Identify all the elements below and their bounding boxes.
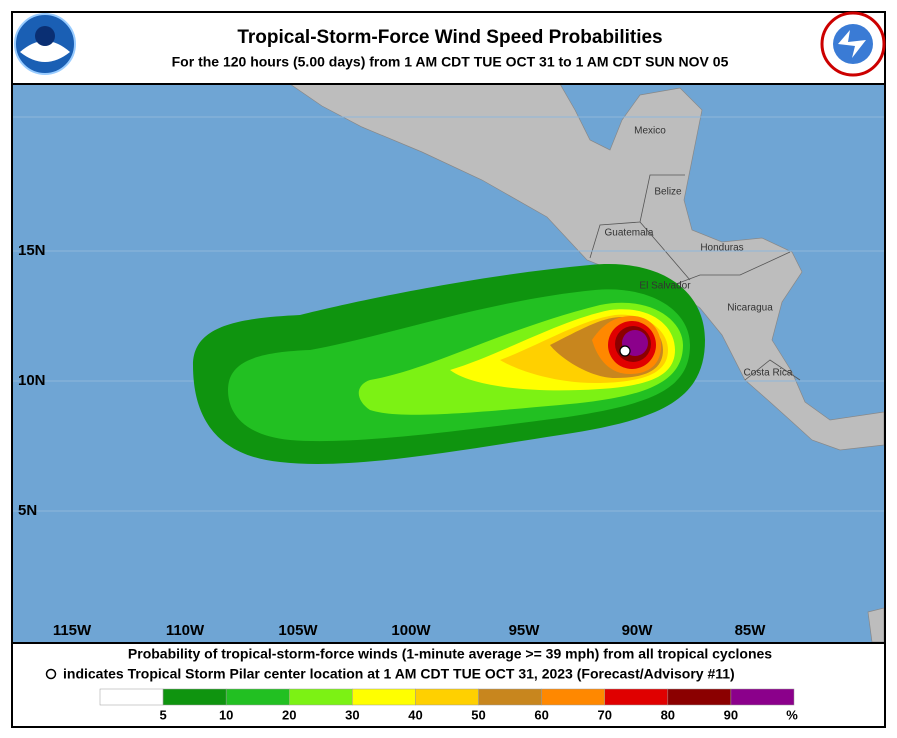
legend: 5 10 20 30 40 50 60 70 80 90% [99,688,798,722]
subtitle: For the 120 hours (5.00 days) from 1 AM … [172,54,729,70]
legend-swatch [415,688,479,706]
legend-label: 20 [282,707,296,722]
legend-label: 60 [534,707,548,722]
legend-swatch [162,688,227,706]
legend-swatch [730,688,795,706]
noaa-logo [14,13,76,75]
place-label: Belize [654,187,682,198]
place-label: El Salvador [639,281,691,292]
footer-line: indicates Tropical Storm Pilar center lo… [63,666,735,682]
legend-swatch [541,688,605,706]
storm-center [619,345,631,357]
legend-swatch [352,688,416,706]
footer-line: Probability of tropical-storm-force wind… [128,646,772,662]
title: Tropical-Storm-Force Wind Speed Probabil… [237,27,662,48]
legend-label: 90 [724,707,738,722]
place-label: Honduras [700,243,743,254]
map: Mexico Belize Guatemala Honduras El Salvador… [13,84,884,642]
lon-label: 95W [509,622,541,639]
legend-unit: % [786,707,798,722]
lon-label: 115W [53,622,92,639]
lon-label: 105W [278,622,318,639]
lon-label: 85W [735,622,767,639]
nws-logo [820,11,886,77]
place-label: Mexico [634,126,666,137]
lat-label: 10N [18,372,46,389]
center-symbol [45,668,57,680]
legend-label: 70 [597,707,611,722]
place-label: Nicaragua [727,303,773,314]
probability-contours [193,264,705,464]
legend-swatch [478,688,542,706]
legend-swatch [289,688,353,706]
borders [589,174,801,381]
lat-label: 5N [18,502,37,519]
legend-swatch [225,688,290,706]
legend-swatch [667,688,732,706]
place-label: Costa Rica [744,368,793,379]
lon-label: 110W [166,622,205,639]
legend-label: 50 [471,707,485,722]
legend-label: 10 [219,707,233,722]
lat-label: 15N [18,242,46,259]
lon-label: 90W [622,622,654,639]
legend-label: 80 [661,707,675,722]
legend-swatch [604,688,669,706]
lon-label: 100W [391,622,431,639]
legend-label: 30 [345,707,359,722]
place-label: Guatemala [605,228,654,239]
legend-label: 5 [159,707,166,722]
land [867,607,884,642]
legend-swatch [99,688,164,706]
legend-label: 40 [408,707,422,722]
